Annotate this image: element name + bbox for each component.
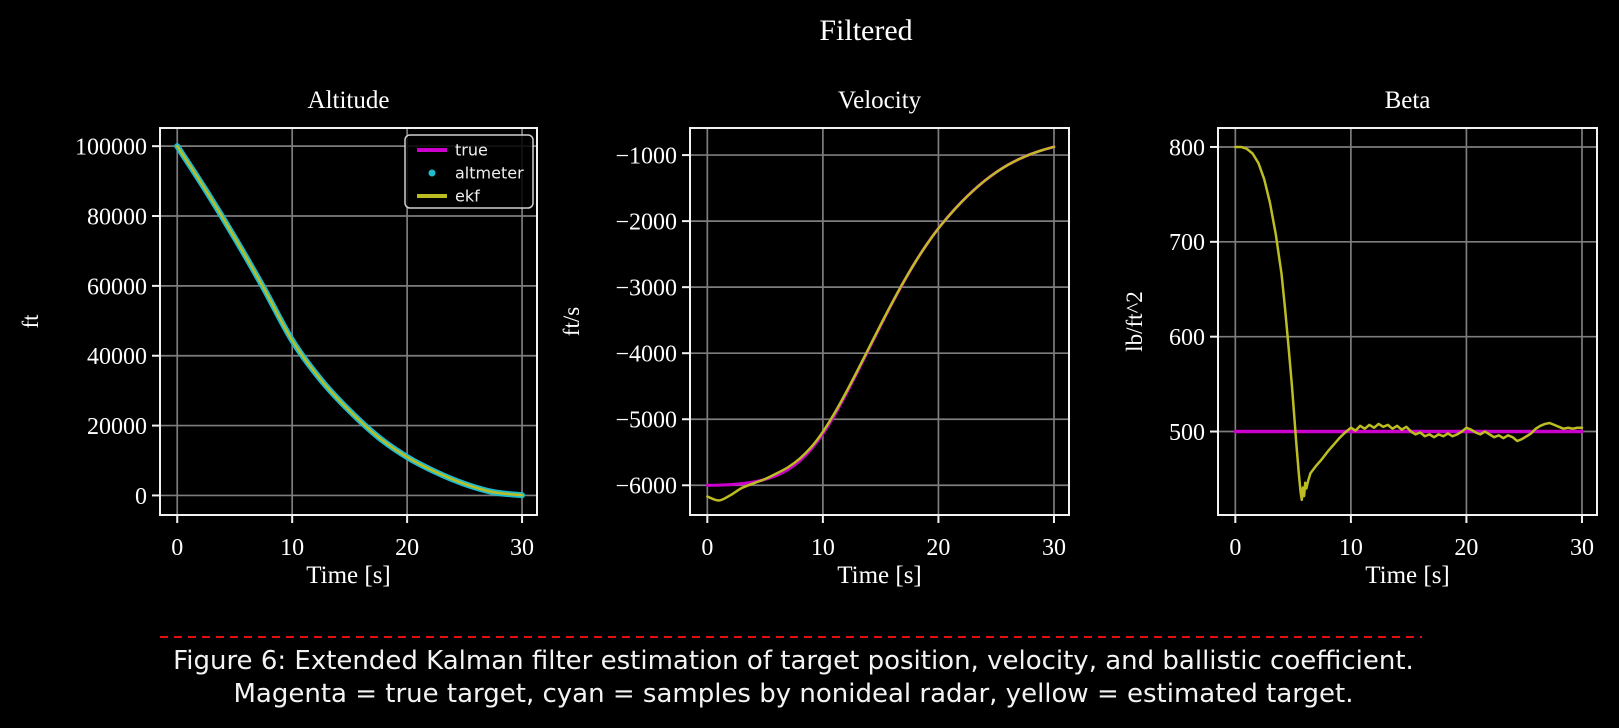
altitude-series-ekf — [175, 144, 524, 497]
figure-suptitle: Filtered — [819, 14, 913, 47]
y-tick-label: −4000 — [615, 342, 677, 368]
beta-chart-svg: 0 10 20 30 500 600 700 800 Beta Time [s] lb/ft^2 — [1122, 87, 1598, 589]
y-tick-label: 60000 — [87, 274, 147, 300]
y-tick-label: 20000 — [87, 414, 147, 440]
y-tick-label: 700 — [1169, 230, 1205, 256]
x-tick-label: 20 — [926, 535, 950, 561]
x-tick-label: 30 — [1570, 535, 1594, 561]
tick-marks — [1210, 145, 1583, 523]
grid-lines — [160, 128, 537, 515]
y-tick-label: 500 — [1169, 420, 1205, 446]
x-tick-label: 0 — [701, 535, 713, 561]
series-group — [174, 143, 526, 499]
axes-box — [689, 127, 1070, 516]
legend: true altmeter ekf — [404, 134, 534, 209]
legend-entry-label: true — [455, 141, 488, 160]
velocity-chart-svg: 0 10 20 30 −6000 −5000 −4000 −3000 −2000 −1000 Vel… — [559, 87, 1070, 589]
tick-marks — [682, 154, 1055, 523]
axes-box — [159, 127, 538, 516]
x-tick-label: 0 — [1229, 535, 1241, 561]
x-tick-label: 10 — [811, 535, 835, 561]
y-tick-label: 80000 — [87, 204, 147, 230]
x-axis-label: Time [s] — [1365, 562, 1450, 589]
x-tick-label: 30 — [510, 535, 534, 561]
caption-divider — [160, 636, 1422, 638]
x-axis-label: Time [s] — [837, 562, 922, 589]
x-axis-label: Time [s] — [306, 562, 391, 589]
y-tick-label: −1000 — [615, 143, 677, 169]
x-tick-label: 30 — [1042, 535, 1066, 561]
y-tick-label: 100000 — [75, 135, 147, 161]
altitude-chart-svg: 0 10 20 30 0 20000 40000 60000 80000 100000 Altitu… — [18, 87, 538, 589]
grid-lines — [690, 128, 1069, 515]
legend-entry-label: ekf — [455, 187, 480, 206]
tick-marks — [152, 145, 524, 523]
figure-caption: Figure 6: Extended Kalman filter estimat… — [0, 645, 1603, 711]
y-tick-label: 40000 — [87, 344, 147, 370]
x-tick-label: 20 — [395, 535, 419, 561]
y-tick-label: −3000 — [615, 276, 677, 302]
caption-line-1: Figure 6: Extended Kalman filter estimat… — [173, 646, 1414, 676]
grid-lines — [1218, 128, 1597, 515]
y-tick-label: −5000 — [615, 408, 677, 434]
altitude-series-altmeter — [174, 143, 526, 499]
caption-line-2: Magenta = true target, cyan = samples by… — [233, 679, 1354, 709]
y-axis-label: ft/s — [559, 307, 584, 336]
legend-entry-label: altmeter — [455, 164, 524, 183]
x-tick-label: 10 — [280, 535, 304, 561]
velocity-series-ekf — [706, 145, 1056, 502]
x-tick-label: 20 — [1454, 535, 1478, 561]
subplot-title: Beta — [1385, 87, 1431, 114]
subplot-title: Altitude — [308, 87, 390, 114]
x-tick-label: 0 — [171, 535, 183, 561]
velocity-series-true — [705, 145, 1056, 487]
y-axis-label: ft — [18, 314, 43, 329]
altitude-series-true — [175, 144, 524, 497]
legend-dot-swatch — [428, 169, 436, 177]
y-tick-label: 0 — [135, 484, 147, 510]
series-group — [1233, 145, 1584, 502]
y-tick-label: −2000 — [615, 210, 677, 236]
series-group — [705, 145, 1056, 502]
subplot-title: Velocity — [838, 87, 922, 114]
y-tick-label: 800 — [1169, 135, 1205, 161]
axes-box — [1217, 127, 1598, 516]
y-tick-label: −6000 — [615, 474, 677, 500]
y-axis-label: lb/ft^2 — [1122, 291, 1147, 352]
x-tick-label: 10 — [1339, 535, 1363, 561]
y-tick-label: 600 — [1169, 325, 1205, 351]
beta-series-ekf — [1234, 145, 1584, 502]
